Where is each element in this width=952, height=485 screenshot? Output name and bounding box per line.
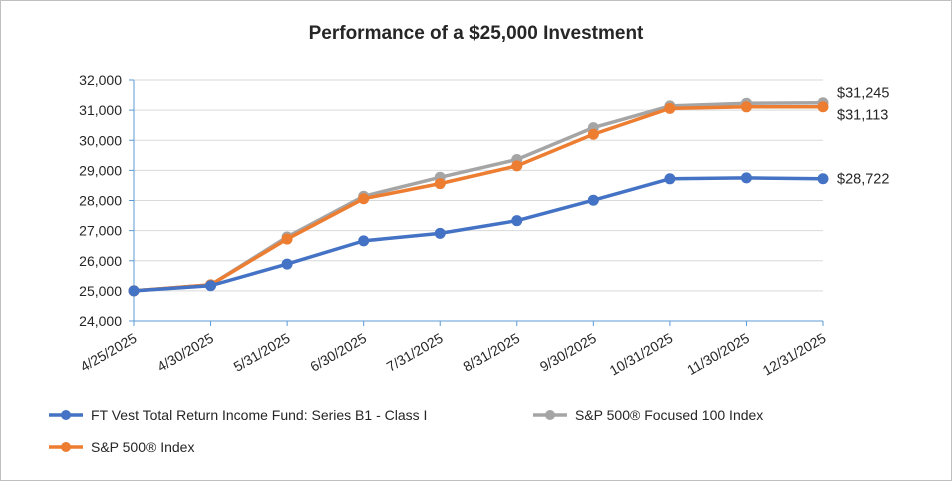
x-tick-label: 11/30/2025 — [684, 330, 752, 378]
legend-swatch-marker — [61, 442, 71, 452]
data-point — [740, 172, 752, 184]
data-point — [664, 173, 676, 185]
y-tick-label: 25,000 — [79, 283, 122, 299]
x-axis-tick-labels: 4/25/2025 4/30/2025 5/31/2025 6/30/2025 7/31… — [78, 330, 829, 379]
legend-swatch-marker — [61, 410, 71, 420]
y-tick-label: 30,000 — [79, 132, 122, 148]
data-point — [817, 173, 829, 185]
x-tick-label: 4/25/2025 — [78, 330, 140, 375]
data-point — [511, 215, 523, 227]
gridlines — [134, 79, 823, 292]
y-tick-label: 26,000 — [79, 253, 122, 269]
y-tick-label: 29,000 — [79, 162, 122, 178]
y-tick-label: 24,000 — [79, 313, 122, 329]
data-point — [281, 233, 293, 245]
y-tick-label: 31,000 — [79, 102, 122, 118]
end-label-1: $31,113 — [837, 108, 888, 124]
series-2 — [128, 97, 829, 297]
y-tick-label: 28,000 — [79, 193, 122, 209]
x-tick-label: 7/31/2025 — [384, 330, 446, 375]
data-point — [358, 193, 370, 205]
data-point — [664, 102, 676, 114]
x-tick-label: 6/30/2025 — [307, 330, 369, 375]
legend-item-2: S&P 500® Focused 100 Index — [533, 407, 763, 423]
axes — [129, 79, 824, 326]
y-tick-label: 32,000 — [79, 72, 122, 88]
y-tick-label: 27,000 — [79, 223, 122, 239]
legend: FT Vest Total Return Income Fund: Series… — [49, 407, 763, 455]
series-1 — [128, 101, 829, 297]
legend-item-0: FT Vest Total Return Income Fund: Series… — [49, 407, 427, 423]
data-point — [740, 101, 752, 113]
x-tick-label: 5/31/2025 — [231, 330, 293, 375]
x-tick-label: 8/31/2025 — [460, 330, 522, 375]
series-lines — [128, 97, 829, 297]
end-label-2: $31,245 — [837, 86, 889, 102]
legend-label: S&P 500® Focused 100 Index — [575, 407, 763, 423]
chart-title: Performance of a $25,000 Investment — [309, 23, 644, 44]
data-point — [587, 128, 599, 140]
x-tick-label: 10/31/2025 — [607, 330, 676, 379]
legend-label: S&P 500® Index — [91, 439, 194, 455]
end-label-0: $28,722 — [837, 172, 889, 188]
data-point — [205, 280, 217, 292]
data-point — [434, 178, 446, 190]
series-0 — [128, 172, 829, 297]
data-point — [817, 101, 829, 113]
data-point — [587, 194, 599, 206]
legend-label: FT Vest Total Return Income Fund: Series… — [91, 407, 427, 423]
x-tick-label: 12/31/2025 — [760, 330, 829, 379]
series-line — [133, 100, 824, 293]
legend-swatch-marker — [545, 410, 555, 420]
data-point — [358, 235, 370, 247]
data-point — [434, 227, 446, 239]
x-tick-label: 4/30/2025 — [154, 330, 216, 375]
end-value-labels: $28,722 $31,113 $31,245 — [837, 86, 889, 188]
data-point — [128, 285, 140, 297]
legend-item-1: S&P 500® Index — [49, 439, 194, 455]
x-tick-label: 9/30/2025 — [537, 330, 599, 375]
series-line — [133, 104, 824, 293]
series-line — [133, 176, 824, 293]
data-point — [511, 160, 523, 172]
data-point — [281, 258, 293, 270]
y-axis-tick-labels: 24,000 25,000 26,000 27,000 28,000 29,000 30,0… — [79, 72, 122, 329]
